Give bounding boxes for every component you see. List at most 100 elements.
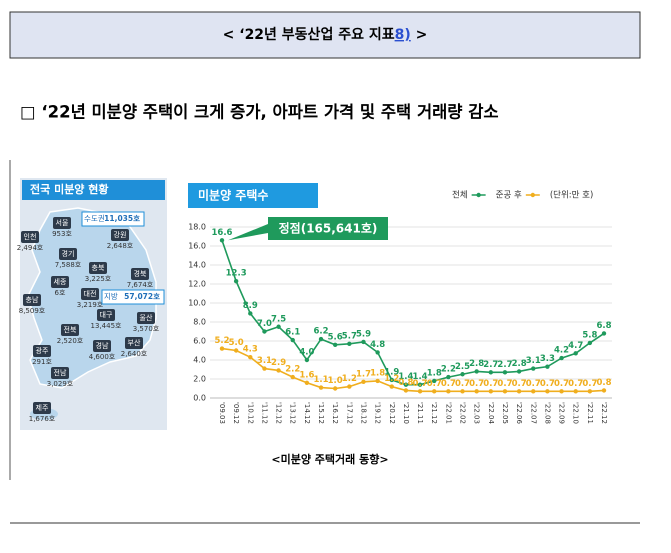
data-label: 5.8 xyxy=(582,330,597,340)
data-point xyxy=(262,366,267,371)
data-label: 4.3 xyxy=(243,345,258,355)
data-point xyxy=(304,357,310,363)
y-tick-label: 2.0 xyxy=(193,375,206,384)
y-tick-label: 18.0 xyxy=(188,223,206,232)
data-label: 1.6 xyxy=(299,370,314,380)
data-point xyxy=(573,351,578,356)
data-point xyxy=(559,389,564,394)
data-point xyxy=(559,355,564,361)
data-label: 5.7 xyxy=(342,331,357,341)
data-label: 1.2 xyxy=(384,374,399,384)
region-name: 충남 xyxy=(26,295,39,304)
region-badge xyxy=(97,309,115,321)
region-value: 3,570호 xyxy=(133,325,160,333)
region-value: 6호 xyxy=(55,289,66,297)
data-point xyxy=(417,382,423,387)
x-tick-label: '10.12 xyxy=(246,402,254,424)
region-name: 전북 xyxy=(64,325,77,334)
x-tick-label: '22.04 xyxy=(487,402,495,425)
data-point xyxy=(318,336,324,342)
data-point xyxy=(332,386,338,391)
data-point xyxy=(460,372,465,377)
data-point xyxy=(290,374,295,380)
data-label: 3.1 xyxy=(526,356,541,366)
data-point xyxy=(361,379,366,385)
map-title: 전국 미분양 현황 xyxy=(30,182,109,196)
data-point xyxy=(389,377,394,383)
data-label: 2.8 xyxy=(469,359,484,369)
x-tick-label: '22.09 xyxy=(558,402,566,424)
x-tick-label: '15.12 xyxy=(317,402,325,424)
data-label: 2.7 xyxy=(483,360,498,370)
region-badge xyxy=(53,217,71,229)
legend-label: 전체 xyxy=(452,190,468,201)
data-label: 0.7 xyxy=(526,379,541,389)
data-point xyxy=(276,324,281,329)
region-badge xyxy=(89,262,107,274)
x-tick-label: '21.12 xyxy=(430,402,438,424)
data-point xyxy=(233,278,239,284)
region-badge xyxy=(61,324,79,336)
x-tick-label: '22.02 xyxy=(459,402,467,424)
data-point xyxy=(446,389,451,394)
region-name: 경남 xyxy=(96,341,109,350)
title-text: < ‘22년 부동산업 주요 지표 xyxy=(223,26,395,43)
data-label: 7.5 xyxy=(271,314,286,324)
data-label: 2.8 xyxy=(512,359,527,369)
region-value: 2,520호 xyxy=(57,337,84,345)
region-name: 울산 xyxy=(140,313,153,322)
footnote-ref[interactable]: 8) xyxy=(395,27,411,43)
region-value: 3,219호 xyxy=(77,301,104,309)
data-label: 0.7 xyxy=(455,379,470,389)
x-tick-label: '22.08 xyxy=(543,402,551,424)
data-point xyxy=(432,389,437,394)
y-tick-label: 0.0 xyxy=(193,394,206,403)
data-label: 1.8 xyxy=(427,368,442,378)
summary-box xyxy=(81,211,145,227)
region-name: 인천 xyxy=(24,232,37,241)
data-label: 0.7 xyxy=(540,379,555,389)
region-value: 2,648호 xyxy=(107,242,134,250)
y-tick-label: 16.0 xyxy=(188,242,206,251)
title: < ‘22년 부동산업 주요 지표8) > xyxy=(223,26,428,43)
data-point xyxy=(488,389,494,394)
region-value: 7,588호 xyxy=(55,261,82,269)
data-point xyxy=(601,388,607,393)
data-point xyxy=(304,380,310,385)
x-tick-label: '13.12 xyxy=(289,402,297,424)
y-tick-label: 12.0 xyxy=(188,280,206,289)
chart-title-bar xyxy=(188,183,318,208)
region-name: 부산 xyxy=(128,338,141,347)
data-point xyxy=(545,389,550,394)
data-label: 2.7 xyxy=(497,360,512,370)
x-tick-label: '22.10 xyxy=(572,402,580,424)
data-label: 6.1 xyxy=(285,328,300,338)
data-label: 8.9 xyxy=(243,301,258,311)
region-value: 8,509호 xyxy=(19,307,46,315)
x-tick-label: '09.12 xyxy=(232,402,240,424)
data-label: 0.7 xyxy=(568,379,583,389)
data-point xyxy=(290,337,295,343)
region-name: 광주 xyxy=(36,347,49,355)
x-tick-label: '22.03 xyxy=(473,402,481,424)
data-label: 3.3 xyxy=(540,354,555,364)
data-point xyxy=(502,389,508,394)
data-point xyxy=(516,389,522,394)
data-label: 1.7 xyxy=(356,369,371,379)
data-point xyxy=(347,384,352,389)
legend-dot xyxy=(476,192,481,198)
region-badge xyxy=(21,231,39,243)
data-label: 6.8 xyxy=(596,321,611,331)
x-tick-label: '12.12 xyxy=(275,402,283,424)
data-label: 5.9 xyxy=(356,329,371,339)
data-label: 2.2 xyxy=(285,365,300,375)
x-tick-label: '14.12 xyxy=(303,402,311,424)
data-point xyxy=(516,369,522,374)
data-point xyxy=(531,389,536,394)
x-tick-label: '21.10 xyxy=(402,402,410,424)
data-point xyxy=(573,389,578,394)
summary-box xyxy=(101,289,165,305)
region-name: 제주 xyxy=(36,404,49,412)
region-badge xyxy=(131,268,149,280)
data-point xyxy=(332,342,338,347)
